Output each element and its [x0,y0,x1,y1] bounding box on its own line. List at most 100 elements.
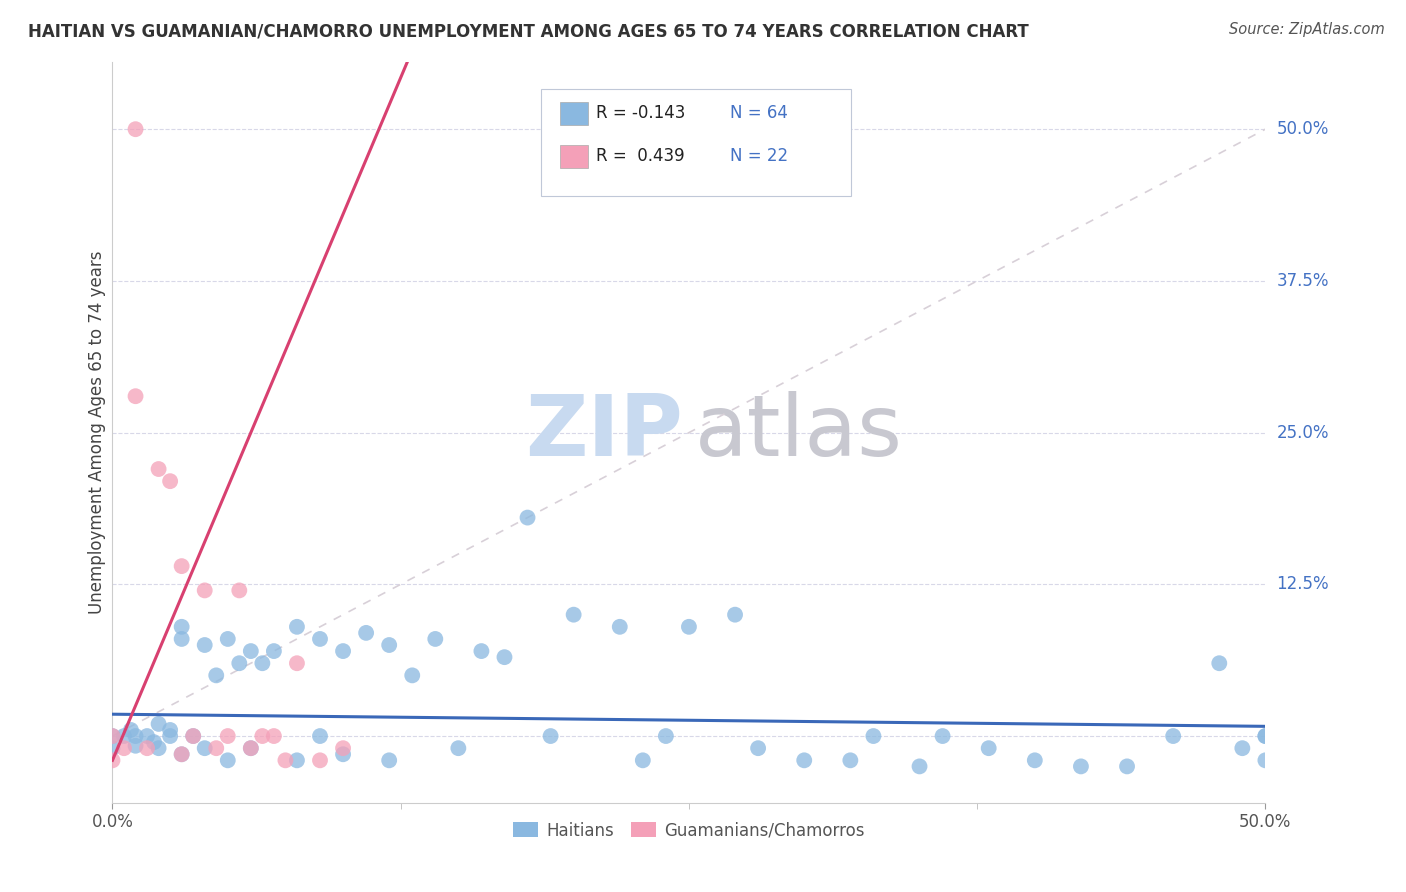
Point [631,753,654,767]
Text: 25.0%: 25.0% [1277,424,1329,442]
Point [101,753,124,767]
Point [309,632,332,646]
Point [159,723,181,737]
Point [205,668,228,682]
Point [1024,753,1046,767]
Point [931,729,953,743]
Point [170,559,193,574]
Point [159,729,181,743]
Text: R =  0.439: R = 0.439 [596,147,685,165]
Point [263,729,285,743]
Point [170,747,193,762]
Point [143,735,166,749]
Point [1070,759,1092,773]
Point [678,620,700,634]
Point [101,741,124,756]
Point [908,759,931,773]
Point [170,620,193,634]
Point [309,729,332,743]
Point [217,729,239,743]
Point [332,747,354,762]
Point [724,607,747,622]
Point [1254,729,1277,743]
Point [274,753,297,767]
Point [170,632,193,646]
Text: atlas: atlas [695,391,903,475]
Point [447,741,470,756]
Point [252,657,274,671]
Point [228,657,250,671]
Text: 37.5%: 37.5% [1277,272,1329,290]
Point [194,741,217,756]
Point [332,741,354,756]
Point [285,753,308,767]
Text: 12.5%: 12.5% [1277,575,1329,593]
Point [101,729,124,743]
Point [112,729,135,743]
Point [194,638,217,652]
Point [332,644,354,658]
Point [228,583,250,598]
Point [470,644,492,658]
Point [181,729,204,743]
Text: N = 64: N = 64 [730,104,787,122]
Point [494,650,516,665]
Text: 50.0%: 50.0% [1277,120,1329,138]
Point [793,753,815,767]
Text: ZIP: ZIP [526,391,683,475]
Point [562,607,585,622]
Point [540,729,562,743]
Point [609,620,631,634]
Point [263,644,285,658]
Point [101,729,124,743]
Point [1161,729,1184,743]
Point [124,122,146,136]
Point [862,729,884,743]
Point [194,583,217,598]
Point [124,739,146,753]
Point [170,747,193,762]
Point [148,717,170,731]
Point [839,753,862,767]
Point [239,644,262,658]
Point [112,741,135,756]
Point [354,626,377,640]
Point [136,741,159,756]
Point [1254,753,1277,767]
Point [1232,741,1254,756]
Point [516,510,538,524]
Point [148,741,170,756]
Point [1254,729,1277,743]
Point [378,638,401,652]
Point [124,729,146,743]
Text: N = 22: N = 22 [730,147,787,165]
Point [1208,657,1230,671]
Point [124,389,146,403]
Point [309,753,332,767]
Point [425,632,447,646]
Point [217,753,239,767]
Point [655,729,678,743]
Point [378,753,401,767]
Y-axis label: Unemployment Among Ages 65 to 74 years: Unemployment Among Ages 65 to 74 years [87,251,105,615]
Point [181,729,204,743]
Point [239,741,262,756]
Point [252,729,274,743]
Point [239,741,262,756]
Point [747,741,769,756]
Point [977,741,1000,756]
Point [159,474,181,488]
Text: R = -0.143: R = -0.143 [596,104,686,122]
Point [120,723,142,737]
Point [148,462,170,476]
Point [217,632,239,646]
Point [285,657,308,671]
Point [205,741,228,756]
Legend: Haitians, Guamanians/Chamorros: Haitians, Guamanians/Chamorros [506,815,872,847]
Point [136,729,159,743]
Text: HAITIAN VS GUAMANIAN/CHAMORRO UNEMPLOYMENT AMONG AGES 65 TO 74 YEARS CORRELATION: HAITIAN VS GUAMANIAN/CHAMORRO UNEMPLOYME… [28,22,1029,40]
Point [285,620,308,634]
Point [1116,759,1139,773]
Point [401,668,423,682]
Text: Source: ZipAtlas.com: Source: ZipAtlas.com [1229,22,1385,37]
